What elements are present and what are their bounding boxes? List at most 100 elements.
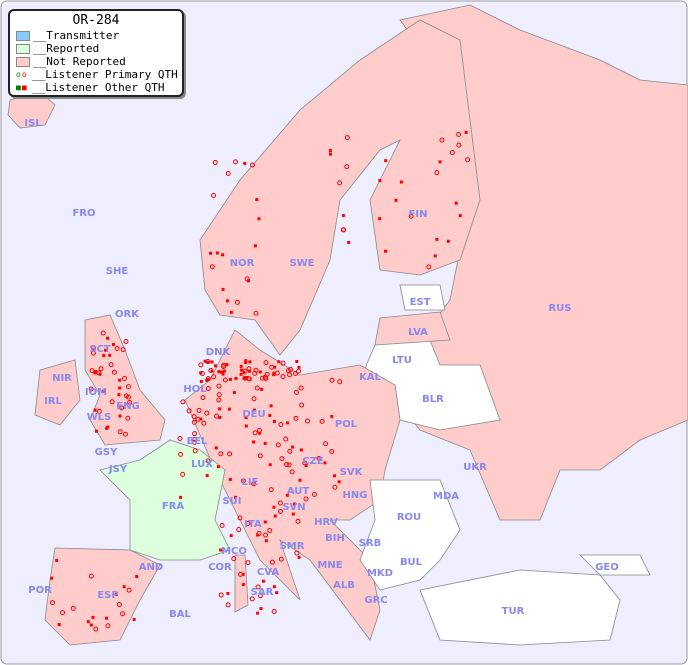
country-label-mne: MNE: [317, 560, 342, 571]
listener-dots: [50, 130, 471, 632]
country-label-fin: FIN: [409, 209, 428, 220]
listener-other-qth-marker: [244, 359, 248, 363]
listener-primary-qth-marker: [122, 376, 128, 382]
circle-marker-icon: oo: [16, 69, 28, 79]
country-label-bul: BUL: [400, 557, 423, 568]
listener-primary-qth-marker: [111, 369, 117, 375]
listener-primary-qth-marker: [108, 362, 114, 368]
listener-primary-qth-marker: [237, 515, 243, 521]
listener-other-qth-marker: [94, 370, 98, 374]
country-label-pol: POL: [335, 419, 358, 430]
listener-primary-qth-marker: [177, 435, 183, 441]
country-label-lie: LIE: [242, 477, 259, 488]
reported-swatch: [16, 43, 30, 54]
listener-primary-qth-marker: [211, 374, 217, 380]
listener-primary-qth-marker: [337, 379, 343, 385]
listener-other-qth-marker: [210, 360, 214, 364]
listener-other-qth-marker: [384, 159, 388, 163]
listener-primary-qth-marker: [465, 157, 471, 163]
listener-other-qth-marker: [89, 623, 93, 627]
listener-other-qth-marker: [256, 611, 260, 615]
listener-other-qth-marker: [291, 512, 295, 516]
listener-other-qth-marker: [438, 160, 442, 164]
listener-primary-qth-marker: [284, 462, 290, 468]
listener-primary-qth-marker: [249, 596, 255, 602]
country-label-geo: GEO: [595, 562, 619, 573]
country-label-gsy: GSY: [95, 447, 118, 458]
listener-other-qth-marker: [114, 592, 118, 596]
listener-other-qth-marker: [132, 618, 136, 622]
listener-primary-qth-marker: [245, 560, 251, 566]
listener-other-qth-marker: [213, 364, 217, 368]
listener-other-qth-marker: [203, 359, 207, 363]
listener-primary-qth-marker: [219, 523, 225, 529]
listener-primary-qth-marker: [126, 587, 132, 593]
listener-primary-qth-marker: [253, 310, 259, 316]
listener-primary-qth-marker: [277, 508, 283, 514]
listener-other-qth-marker: [268, 463, 272, 467]
listener-primary-qth-marker: [456, 142, 462, 148]
listener-other-qth-marker: [286, 421, 290, 425]
not-reported-swatch: [16, 56, 30, 67]
legend-not-reported: __Not Reported: [10, 55, 182, 68]
listener-other-qth-marker: [244, 424, 248, 428]
country-label-bih: BIH: [325, 533, 345, 544]
listener-primary-qth-marker: [279, 456, 285, 462]
listener-primary-qth-marker: [125, 384, 131, 390]
listener-primary-qth-marker: [319, 418, 325, 424]
listener-primary-qth-marker: [200, 395, 206, 401]
listener-other-qth-marker: [323, 461, 327, 465]
legend-label: __Not Reported: [33, 55, 126, 68]
listener-other-qth-marker: [217, 370, 221, 374]
listener-other-qth-marker: [122, 585, 126, 589]
listener-primary-qth-marker: [294, 550, 300, 556]
listener-other-qth-marker: [242, 370, 246, 374]
listener-other-qth-marker: [108, 353, 112, 357]
listener-primary-qth-marker: [289, 469, 295, 475]
listener-other-qth-marker: [199, 380, 203, 384]
listener-primary-qth-marker: [231, 556, 237, 562]
legend: OR-284 __Transmitter __Reported __Not Re…: [8, 9, 184, 97]
listener-other-qth-marker: [277, 360, 281, 364]
listener-other-qth-marker: [199, 371, 203, 375]
listener-primary-qth-marker: [122, 431, 128, 437]
listener-primary-qth-marker: [311, 491, 317, 497]
listener-primary-qth-marker: [196, 407, 202, 413]
listener-other-qth-marker: [297, 555, 301, 559]
listener-other-qth-marker: [272, 371, 276, 375]
listener-primary-qth-marker: [262, 374, 268, 380]
legend-title: OR-284: [72, 13, 120, 28]
listener-primary-qth-marker: [286, 462, 292, 468]
listener-other-qth-marker: [106, 336, 110, 340]
listener-primary-qth-marker: [337, 180, 343, 186]
region-balkans-white: [359, 479, 461, 591]
listener-other-qth-marker: [257, 217, 261, 221]
listener-other-qth-marker: [240, 368, 244, 372]
listener-other-qth-marker: [328, 152, 332, 156]
listener-other-qth-marker: [244, 415, 248, 419]
country-label-mda: MDA: [433, 491, 459, 502]
country-label-dnk: DNK: [206, 347, 232, 358]
listener-other-qth-marker: [241, 572, 245, 576]
country-label-ukr: UKR: [463, 462, 487, 473]
listener-other-qth-marker: [295, 359, 299, 363]
listener-primary-qth-marker: [344, 135, 350, 141]
country-label-mco: MCO: [221, 546, 247, 557]
region-scandinavia: [199, 19, 481, 356]
listener-other-qth-marker: [199, 417, 203, 421]
listener-other-qth-marker: [239, 364, 243, 368]
listener-other-qth-marker: [433, 254, 437, 258]
listener-primary-qth-marker: [89, 368, 95, 374]
listener-other-qth-marker: [218, 407, 222, 411]
country-label-sui: SUI: [222, 496, 241, 507]
listener-other-qth-marker: [210, 369, 214, 373]
country-label-rou: ROU: [397, 512, 421, 523]
listener-primary-qth-marker: [251, 481, 257, 487]
country-label-irl: IRL: [44, 396, 62, 407]
region-central: [184, 329, 401, 641]
listener-other-qth-marker: [252, 440, 256, 444]
listener-primary-qth-marker: [259, 375, 265, 381]
listener-other-qth-marker: [228, 377, 232, 381]
listener-other-qth-marker: [341, 214, 345, 218]
country-label-blr: BLR: [422, 394, 444, 405]
